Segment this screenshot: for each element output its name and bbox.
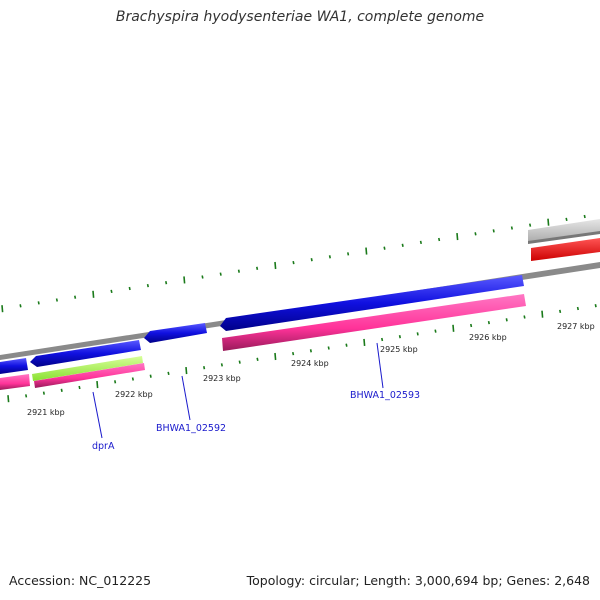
tick-mark: [363, 338, 366, 346]
tick-mark: [434, 329, 437, 333]
tick-mark: [92, 290, 95, 298]
tick-mark: [256, 266, 259, 270]
tick-mark: [1, 305, 4, 313]
tick-mark: [401, 243, 404, 247]
tick-mark: [576, 306, 579, 311]
map-title: Brachyspira hyodysenteriae WA1, complete…: [115, 9, 485, 25]
tick-mark: [114, 380, 117, 384]
tick-mark: [310, 258, 313, 262]
tick-mark: [583, 214, 586, 219]
tick-label: 2925 kbp: [380, 345, 418, 354]
gene-track-dprA: [34, 363, 145, 388]
gene-label-BHWA1_02593[interactable]: BHWA1_02593: [350, 390, 420, 401]
tick-mark: [529, 223, 532, 227]
tick-mark: [167, 371, 170, 376]
tick-mark: [292, 351, 295, 356]
tick-mark: [203, 366, 206, 370]
tick-mark: [149, 374, 152, 378]
tick-mark: [328, 255, 331, 259]
tick-mark: [220, 363, 223, 367]
cds-arrow-BHWA1_02593: [220, 275, 524, 331]
tick-mark: [219, 272, 222, 276]
tick-mark: [60, 388, 63, 392]
tick-mark: [25, 394, 28, 398]
cds-arrow-BHWA1_02592: [144, 323, 207, 343]
tick-mark: [292, 260, 295, 265]
tick-mark: [416, 332, 419, 336]
tick-mark: [505, 318, 508, 322]
leader-line-BHWA1_02592: [181, 375, 191, 421]
tick-mark: [559, 309, 562, 314]
gene-label-BHWA1_02592[interactable]: BHWA1_02592: [156, 423, 226, 434]
tick-label: 2923 kbp: [203, 374, 241, 383]
tick-mark: [347, 252, 350, 256]
tick-mark: [523, 315, 526, 319]
tick-mark: [541, 310, 544, 318]
tick-mark: [365, 247, 368, 255]
leader-line-BHWA1_02593: [376, 342, 384, 389]
tick-mark: [452, 324, 455, 332]
tick-mark: [383, 246, 386, 250]
tick-mark: [183, 276, 186, 284]
tick-mark: [456, 233, 459, 241]
tick-mark: [237, 269, 240, 273]
gene-label-dprA[interactable]: dprA: [92, 441, 115, 452]
tick-mark: [185, 367, 188, 375]
outer-tick-ring: [1, 214, 586, 313]
tick-mark: [128, 286, 131, 291]
tick-mark: [419, 240, 422, 245]
tick-mark: [19, 304, 22, 308]
leader-line-dprA: [92, 391, 103, 439]
tick-mark: [470, 323, 473, 328]
tick-mark: [274, 261, 277, 270]
tick-mark: [327, 346, 330, 350]
tick-mark: [510, 226, 513, 230]
topology-text: Topology: circular; Length: 3,000,694 bp…: [246, 573, 590, 588]
tick-mark: [381, 337, 384, 342]
tick-mark: [78, 385, 81, 390]
tick-mark: [274, 352, 277, 361]
grey-feature: [528, 219, 600, 243]
tick-mark: [565, 217, 568, 222]
tick-mark: [96, 381, 99, 389]
tick-mark: [547, 218, 550, 226]
tick-mark: [474, 232, 477, 236]
tick-mark: [256, 357, 259, 361]
tick-mark: [7, 395, 10, 403]
tick-mark: [42, 391, 45, 395]
tick-mark: [487, 320, 490, 325]
tick-label: 2927 kbp: [557, 322, 595, 331]
tick-label: 2922 kbp: [115, 390, 153, 399]
tick-label: 2921 kbp: [27, 408, 65, 417]
tick-mark: [309, 349, 312, 353]
tick-mark: [37, 301, 40, 305]
cds-arrow-dprA: [30, 340, 141, 367]
tick-mark: [110, 289, 113, 294]
tick-mark: [131, 377, 134, 381]
tick-mark: [146, 283, 149, 288]
grey-feature-shadow: [528, 231, 600, 244]
gene-track-BHWA1_02593: [222, 294, 526, 351]
red-feature: [531, 238, 600, 261]
tick-mark: [238, 360, 241, 364]
inner-tick-ring: [7, 304, 597, 403]
tick-mark: [594, 304, 597, 308]
accession-text: Accession: NC_012225: [9, 573, 152, 588]
tick-label: 2924 kbp: [291, 359, 329, 368]
tick-mark: [74, 295, 77, 299]
gene-track-left-edge: [0, 374, 30, 390]
tick-mark: [165, 281, 168, 285]
tick-mark: [492, 229, 495, 233]
tick-label: 2926 kbp: [469, 333, 507, 342]
green-feature: [32, 356, 143, 381]
cds-arrow-left-edge: [0, 358, 28, 374]
tick-mark: [438, 237, 441, 242]
tick-mark: [55, 298, 58, 302]
tick-mark: [398, 335, 401, 339]
tick-mark: [345, 343, 348, 347]
tick-mark: [201, 275, 204, 279]
